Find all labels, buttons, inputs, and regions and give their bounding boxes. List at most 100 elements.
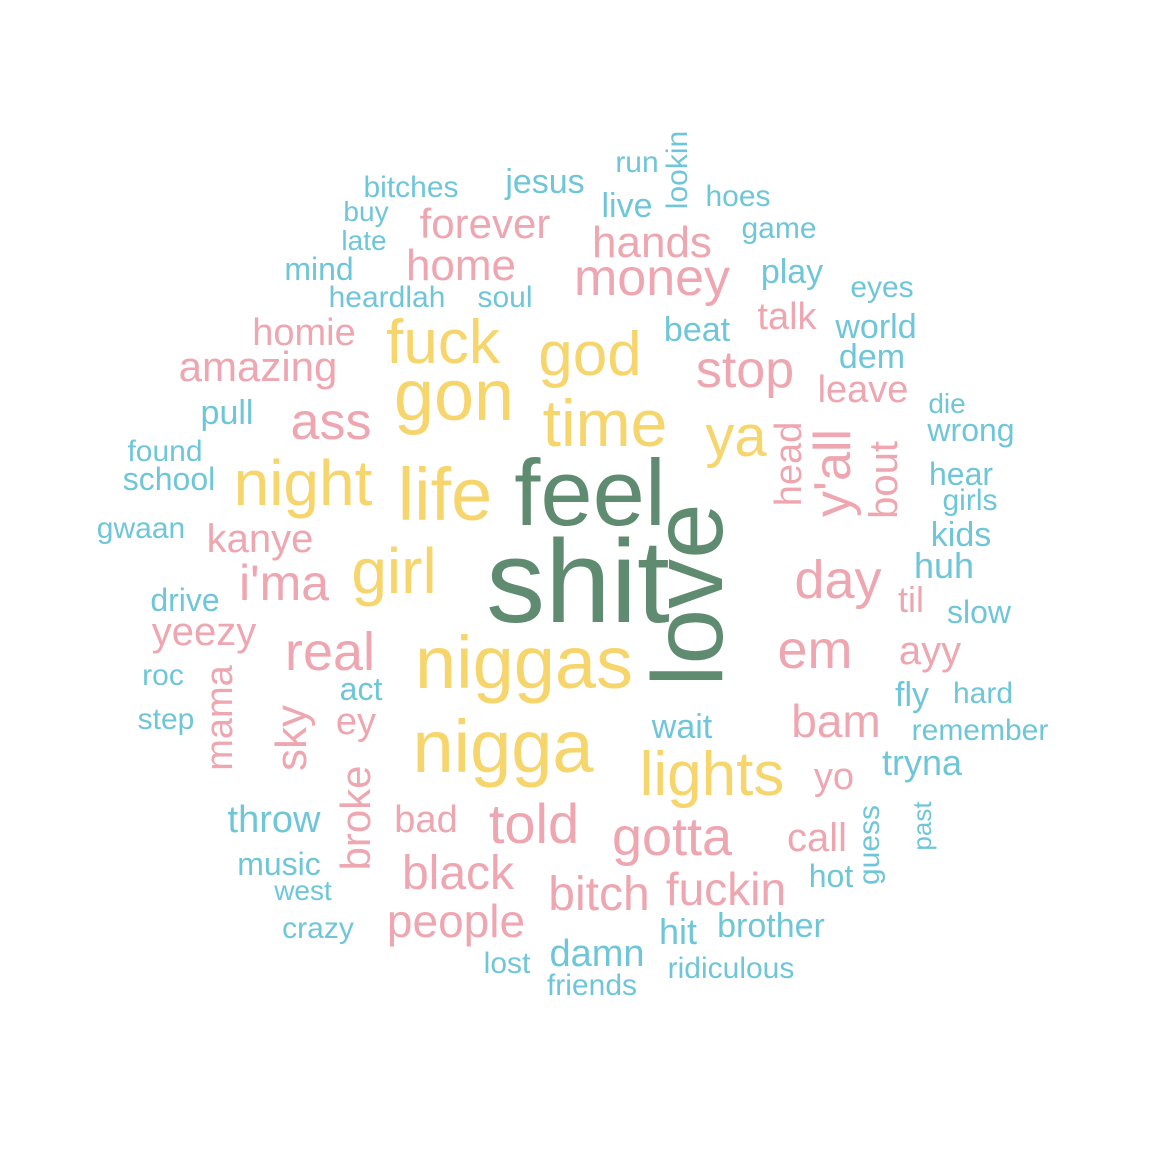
word-81: hard [953,677,1013,710]
word-10: fuck [386,308,501,377]
word-44: ayy [899,629,961,673]
word-38: call [787,816,847,860]
word-69: found [127,435,202,468]
word-0: shit [486,516,670,648]
word-63: beat [664,311,731,349]
word-59: play [761,253,823,291]
word-79: act [340,671,383,707]
word-60: eyes [850,271,913,304]
word-65: dem [839,338,905,376]
word-32: amazing [179,343,338,390]
word-13: ya [705,404,767,469]
word-4: nigga [412,705,594,788]
word-76: drive [150,582,219,618]
word-30: hands [592,218,712,267]
word-52: bitches [363,171,458,204]
word-51: lookin [661,131,694,209]
word-88: past [907,801,937,851]
word-15: em [777,620,852,680]
word-75: huh [914,545,974,586]
word-87: guess [853,805,886,885]
word-90: hot [809,858,854,894]
word-73: gwaan [97,512,185,545]
word-47: bad [394,799,457,841]
word-11: god [538,320,641,389]
word-5: life [398,453,493,536]
word-36: bout [862,441,906,519]
word-74: kids [931,516,991,554]
word-50: run [615,146,658,179]
word-56: game [741,212,816,245]
word-71: hear [929,456,993,492]
word-19: gotta [612,807,733,867]
word-57: late [341,225,386,256]
word-62: soul [477,281,532,314]
word-85: tryna [882,742,963,783]
word-34: sky [267,705,316,771]
word-55: buy [343,196,388,227]
word-77: slow [947,594,1012,630]
word-86: throw [228,799,321,841]
word-33: kanye [207,517,314,561]
word-67: die [928,388,965,419]
word-22: ass [291,393,372,451]
word-46: ey [336,701,376,743]
word-14: y'all [804,429,862,517]
word-37: head [768,422,810,507]
word-16: money [574,249,730,307]
word-89: music [237,846,321,882]
word-66: pull [201,394,254,432]
word-53: hoes [705,180,770,213]
word-97: ridiculous [668,952,795,985]
word-68: wrong [926,412,1014,448]
word-83: wait [651,708,713,746]
word-40: mama [199,664,241,770]
word-17: real [285,622,375,682]
word-12: lights [640,740,785,809]
word-31: forever [420,200,551,247]
word-9: night [234,447,373,519]
word-24: black [402,847,515,900]
word-25: bitch [548,868,649,921]
word-18: told [489,792,579,855]
word-23: stop [696,341,794,399]
word-28: bam [791,695,880,747]
word-92: crazy [282,912,354,945]
word-82: step [138,703,195,736]
word-54: live [601,187,652,225]
word-78: roc [142,659,184,692]
word-98: friends [547,969,637,1002]
word-41: homie [252,312,356,354]
word-96: lost [484,947,531,980]
word-61: heardlah [329,281,446,314]
word-2: feel [514,440,666,545]
word-7: time [543,386,668,460]
word-21: i'ma [239,555,329,611]
word-84: remember [912,714,1049,747]
word-95: damn [549,933,644,975]
word-49: jesus [504,163,584,201]
word-94: brother [717,907,825,945]
word-91: west [273,875,332,906]
word-20: day [794,550,881,610]
word-35: broke [332,765,379,870]
word-64: world [834,308,916,346]
word-43: talk [757,296,817,338]
word-93: hit [659,911,697,952]
word-6: gon [394,356,514,436]
word-70: school [123,461,216,497]
word-26: fuckin [666,863,786,915]
word-1: love [632,503,744,686]
word-72: girls [942,484,997,517]
word-58: mind [284,251,353,287]
word-29: home [406,241,516,290]
word-8: girl [351,535,436,607]
word-45: yo [814,756,854,798]
word-80: fly [895,676,929,714]
word-3: niggas [415,621,633,704]
word-42: leave [818,369,909,411]
word-39: yeezy [152,610,257,654]
word-48: til [898,579,924,620]
word-27: people [387,895,525,947]
